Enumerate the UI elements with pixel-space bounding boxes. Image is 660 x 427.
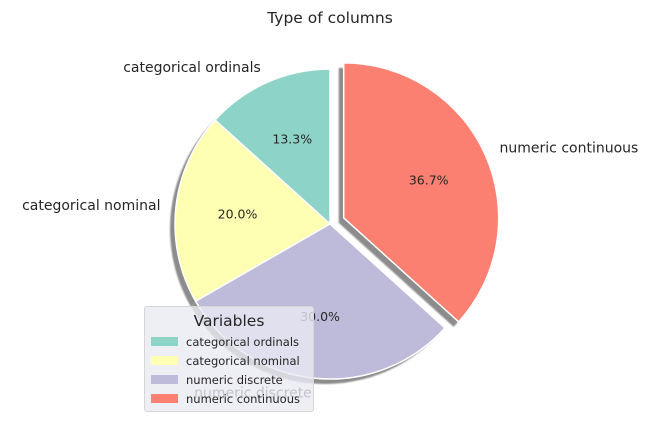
pie-slice-categorical-nominal[interactable] <box>174 119 331 302</box>
pie-slices <box>174 62 500 380</box>
pct-label-categorical-nominal: 20.0% <box>218 207 258 222</box>
legend: Variables categorical ordinals categorica… <box>144 306 314 412</box>
slice-label-categorical-ordinals: categorical ordinals <box>123 60 261 76</box>
legend-entry-numeric-continuous: numeric continuous <box>151 389 307 408</box>
pct-label-numeric-continuous: 36.7% <box>409 173 449 188</box>
pct-label-categorical-ordinals: 13.3% <box>272 132 312 147</box>
legend-label: numeric continuous <box>186 391 301 406</box>
legend-entry-categorical-ordinals: categorical ordinals <box>151 332 307 351</box>
legend-entries: categorical ordinals categorical nominal n… <box>151 332 307 408</box>
pie-slice-categorical-ordinals[interactable] <box>214 68 331 225</box>
legend-swatch <box>151 375 178 384</box>
legend-title: Variables <box>193 312 265 330</box>
legend-label: categorical nominal <box>186 353 300 368</box>
slice-label-numeric-continuous: numeric continuous <box>500 141 639 157</box>
legend-label: numeric discrete <box>186 372 283 387</box>
pie-slice-numeric-continuous[interactable] <box>342 62 500 323</box>
legend-swatch <box>151 356 178 365</box>
legend-swatch <box>151 394 178 403</box>
chart-title: Type of columns <box>266 9 393 27</box>
legend-entry-categorical-nominal: categorical nominal <box>151 351 307 370</box>
legend-swatch <box>151 337 178 346</box>
legend-label: categorical ordinals <box>186 334 300 349</box>
legend-entry-numeric-discrete: numeric discrete <box>151 370 307 389</box>
slice-label-categorical-nominal: categorical nominal <box>22 198 160 214</box>
